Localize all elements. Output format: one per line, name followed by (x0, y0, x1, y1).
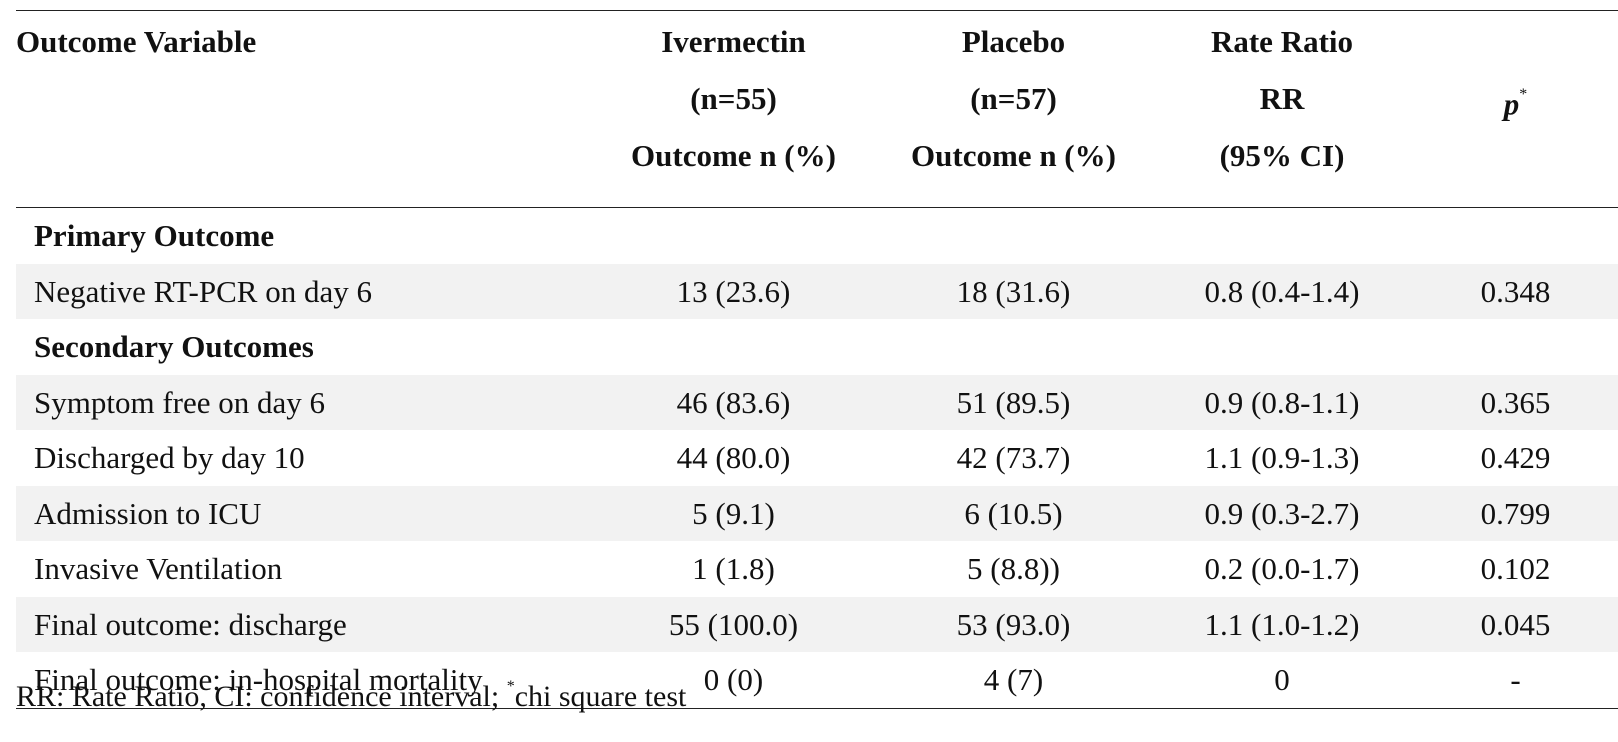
table-row: Admission to ICU 5 (9.1) 6 (10.5) 0.9 (0… (16, 485, 1618, 542)
header-rate-ratio-abbr: RR (1259, 81, 1305, 116)
section-row-secondary: Secondary Outcomes (16, 319, 1618, 375)
placebo-cell: 6 (10.5) (876, 485, 1151, 542)
rate-ratio-cell: 0.9 (0.3-2.7) (1151, 485, 1413, 542)
row-label: Admission to ICU (16, 485, 591, 542)
header-outcome-variable: Outcome Variable (16, 9, 591, 209)
header-p-marker: * (1519, 86, 1528, 103)
section-label: Secondary Outcomes (34, 329, 314, 365)
outcomes-table-container: Outcome Variable Ivermectin (n=55) Outco… (16, 9, 1618, 709)
rate-ratio-cell: 1.1 (0.9-1.3) (1204, 440, 1360, 476)
header-ivermectin-n: (n=55) (690, 81, 777, 116)
header-p-label: p (1503, 86, 1520, 122)
rate-ratio-cell: 0.2 (0.0-1.7) (1204, 551, 1360, 587)
header-ivermectin-name: Ivermectin (661, 24, 806, 59)
p-value-cell: 0.045 (1413, 596, 1618, 653)
ivermectin-cell: 5 (9.1) (591, 485, 876, 542)
header-placebo: Placebo (n=57) Outcome n (%) (876, 9, 1151, 209)
header-placebo-n: (n=57) (970, 81, 1057, 116)
table-row: Final outcome: in-hospital mortality 0 (… (16, 652, 1618, 709)
table-row: Final outcome: discharge 55 (100.0) 53 (… (16, 596, 1618, 653)
placebo-cell: 51 (89.5) (876, 374, 1151, 431)
rate-ratio-cell: 0 (1151, 652, 1413, 709)
header-ivermectin: Ivermectin (n=55) Outcome n (%) (591, 9, 876, 209)
table-row: Invasive Ventilation 1 (1.8) 5 (8.8)) 0.… (16, 541, 1618, 597)
p-value-cell: 0.429 (1480, 440, 1551, 476)
table-row: Negative RT-PCR on day 6 13 (23.6) 18 (3… (16, 263, 1618, 320)
table-row: Discharged by day 10 44 (80.0) 42 (73.7)… (16, 430, 1618, 486)
placebo-cell: 18 (31.6) (876, 263, 1151, 320)
header-ivermectin-unit: Outcome n (%) (631, 138, 836, 173)
table-row: Symptom free on day 6 46 (83.6) 51 (89.5… (16, 374, 1618, 431)
placebo-cell: 42 (73.7) (956, 440, 1071, 476)
p-value-cell: 0.365 (1413, 374, 1618, 431)
header-placebo-name: Placebo (961, 24, 1066, 59)
ivermectin-cell: 44 (80.0) (676, 440, 791, 476)
header-p-value: p* (1413, 9, 1618, 209)
table-footnote: RR: Rate Ratio, CI: confidence interval;… (16, 678, 687, 714)
row-label: Discharged by day 10 (34, 440, 305, 476)
footnote-text: RR: Rate Ratio, CI: confidence interval; (16, 680, 507, 713)
placebo-cell: 53 (93.0) (876, 596, 1151, 653)
ivermectin-cell: 1 (1.8) (692, 551, 775, 587)
row-label: Symptom free on day 6 (16, 374, 591, 431)
ivermectin-cell: 46 (83.6) (591, 374, 876, 431)
footnote-marker: * (506, 678, 515, 695)
header-rate-ratio: Rate Ratio RR (95% CI) (1151, 9, 1413, 209)
header-placebo-unit: Outcome n (%) (911, 138, 1116, 173)
p-value-cell: 0.102 (1480, 551, 1551, 587)
section-label: Primary Outcome (34, 218, 275, 254)
p-value-cell: - (1413, 652, 1618, 709)
placebo-cell: 4 (7) (876, 652, 1151, 709)
rate-ratio-cell: 1.1 (1.0-1.2) (1151, 596, 1413, 653)
row-label: Negative RT-PCR on day 6 (16, 263, 591, 320)
outcomes-table: Outcome Variable Ivermectin (n=55) Outco… (16, 9, 1618, 709)
rate-ratio-cell: 0.8 (0.4-1.4) (1151, 263, 1413, 320)
header-rate-ratio-name: Rate Ratio (1210, 24, 1354, 59)
ivermectin-cell: 13 (23.6) (591, 263, 876, 320)
rate-ratio-cell: 0.9 (0.8-1.1) (1151, 374, 1413, 431)
row-label: Final outcome: in-hospital mortality (16, 652, 591, 709)
ivermectin-cell: 0 (0) (591, 652, 876, 709)
row-label: Invasive Ventilation (34, 551, 283, 587)
footnote-test: chi square test (514, 680, 687, 713)
table-header-row: Outcome Variable Ivermectin (n=55) Outco… (16, 9, 1618, 209)
p-value-cell: 0.348 (1413, 263, 1618, 320)
header-rate-ratio-ci: (95% CI) (1219, 138, 1345, 173)
ivermectin-cell: 55 (100.0) (591, 596, 876, 653)
placebo-cell: 5 (8.8)) (967, 551, 1060, 587)
row-label: Final outcome: discharge (16, 596, 591, 653)
p-value-cell: 0.799 (1413, 485, 1618, 542)
section-row-primary: Primary Outcome (16, 208, 1618, 264)
